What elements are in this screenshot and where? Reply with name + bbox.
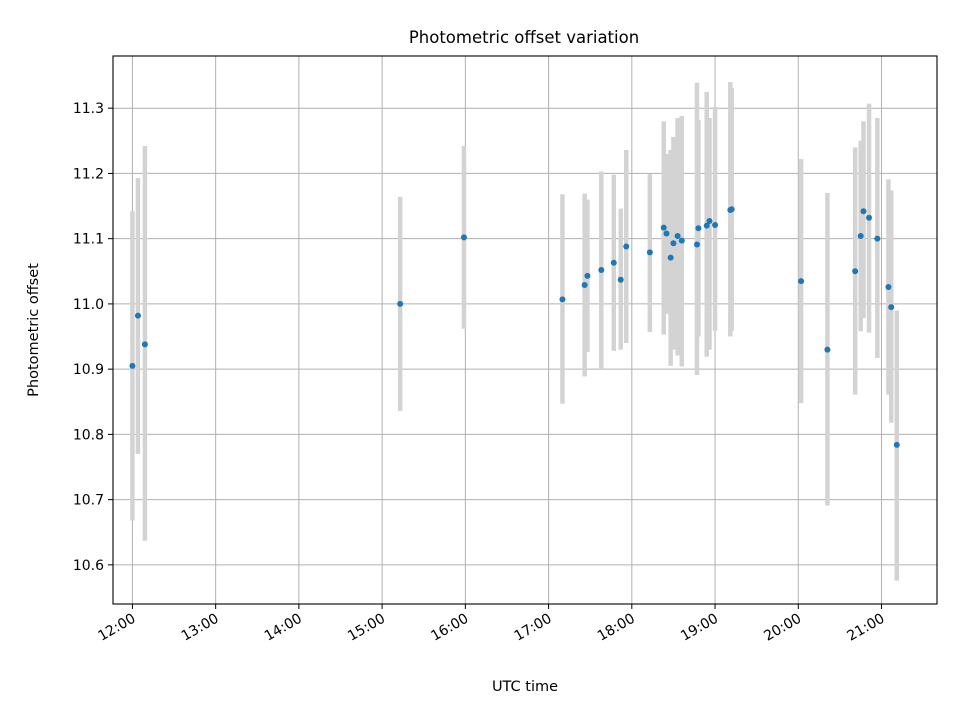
y-tick-label: 10.7 [73, 493, 104, 509]
data-point [695, 225, 702, 232]
y-tick-label: 10.6 [73, 558, 104, 574]
data-point [623, 243, 630, 250]
data-point [460, 234, 467, 241]
y-axis-label: Photometric offset [26, 263, 42, 397]
plot-frame [112, 55, 938, 605]
data-point [134, 312, 141, 319]
data-point [141, 341, 148, 348]
data-point [646, 249, 653, 256]
data-point [798, 278, 805, 285]
data-point [712, 221, 719, 228]
y-tick-label: 11.0 [73, 297, 104, 313]
data-point [866, 214, 873, 221]
data-point [694, 241, 701, 248]
data-point [674, 233, 681, 240]
data-points [129, 206, 900, 448]
data-point [885, 283, 892, 290]
data-point [617, 276, 624, 283]
data-point [667, 254, 674, 261]
x-axis-label: UTC time [492, 679, 558, 695]
data-point [706, 218, 713, 225]
data-point [397, 300, 404, 307]
y-tick-label: 11.2 [73, 166, 104, 182]
data-point [129, 362, 136, 369]
data-point [660, 224, 667, 231]
data-point [893, 441, 900, 448]
y-tick-label: 10.8 [73, 427, 104, 443]
y-tick-label: 10.9 [73, 362, 104, 378]
data-point [857, 233, 864, 240]
data-point [678, 237, 685, 244]
data-point [888, 304, 895, 311]
data-point [559, 296, 566, 303]
data-point [703, 222, 710, 229]
data-point [663, 230, 670, 237]
y-tick-label: 11.3 [73, 101, 104, 117]
data-point [824, 346, 831, 353]
y-tick-label: 11.1 [73, 232, 104, 248]
chart-title: Photometric offset variation [409, 28, 639, 47]
data-point [581, 281, 588, 288]
data-point [728, 206, 735, 213]
data-point [852, 268, 859, 275]
data-point [584, 272, 591, 279]
y-axis-ticks: 10.6 10.7 10.8 10.9 11.0 11.1 11.2 11.3 [73, 101, 113, 574]
data-point [860, 208, 867, 215]
data-point [670, 240, 677, 247]
data-point [598, 266, 605, 273]
data-point [874, 235, 881, 242]
data-point [610, 259, 617, 266]
